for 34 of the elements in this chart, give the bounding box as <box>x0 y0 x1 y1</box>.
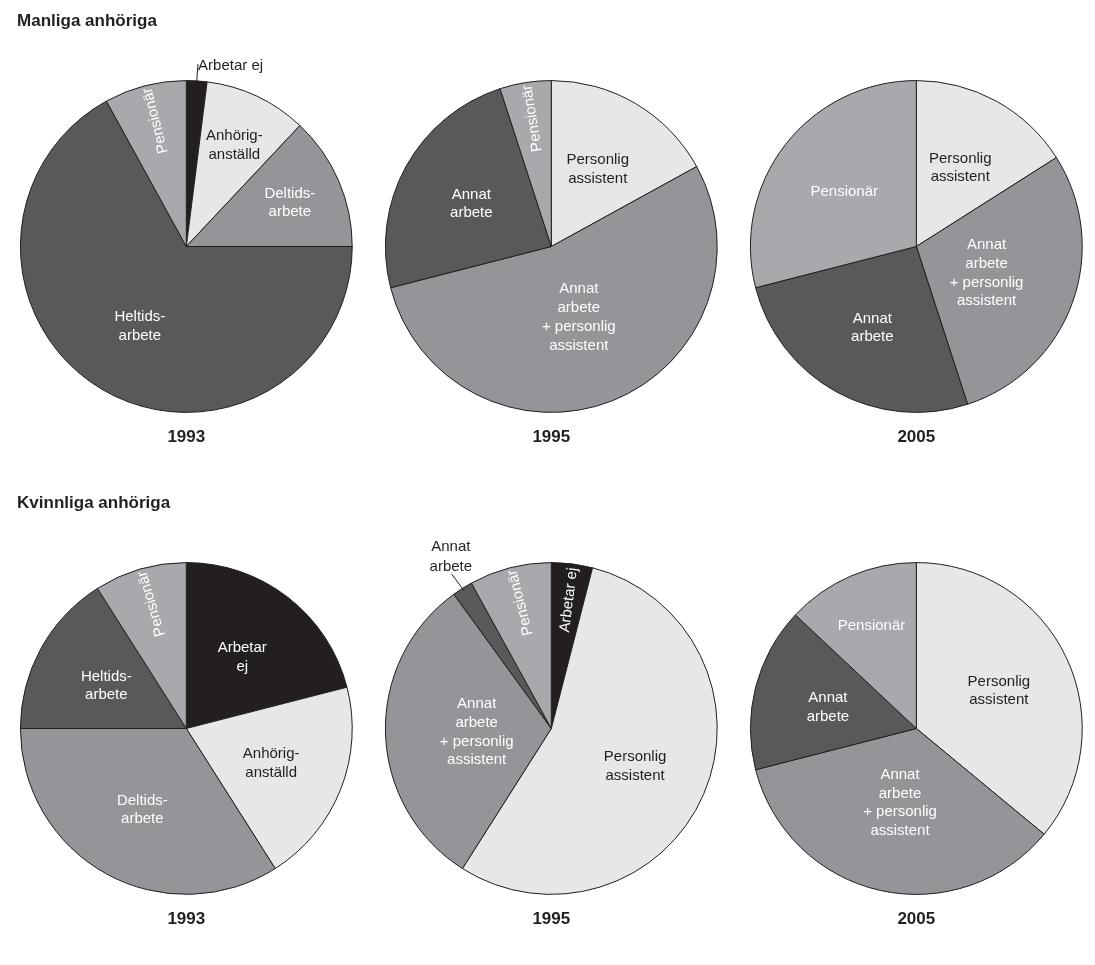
slice-label: Personlig assistent <box>566 149 630 186</box>
slice-label: Arbetar ej <box>198 55 264 73</box>
slice-label: Pensionär <box>837 616 906 634</box>
slice-label: Anhörig- anställd <box>242 744 300 780</box>
slice-label: Annat arbete <box>806 687 850 724</box>
slice-label: Annat arbete <box>851 308 894 345</box>
text: 1995 <box>532 908 571 928</box>
slice-label: Heltids- arbete <box>80 666 132 703</box>
text: 1993 <box>167 426 206 446</box>
text: 2005 <box>897 908 936 928</box>
slice-label: Annat arbete + personlig assistent <box>439 694 514 768</box>
text: 2005 <box>897 426 936 446</box>
slice-label: Personlig assistent <box>603 746 667 783</box>
slice-label: Deltids- arbete <box>116 790 168 827</box>
chart-subtitle: Kvinnliga anhöriga <box>17 492 171 512</box>
slice-label: Annat arbete <box>450 184 493 221</box>
chart-subtitle: Manliga anhöriga <box>17 10 158 30</box>
slice-label: Anhörig- anställd <box>206 126 263 163</box>
slice-label: Annat arbete + personlig assistent <box>541 279 616 353</box>
text: 1993 <box>167 908 206 928</box>
slice-label: Annat arbete + personlig assistent <box>863 764 937 839</box>
slice-label: Personlig assistent <box>967 671 1031 708</box>
slice-label: Deltids- arbete <box>264 183 316 220</box>
slice-label: Pensionär <box>810 181 878 199</box>
slice-label: Pensionär <box>517 83 545 154</box>
slice-label: Personlig assistent <box>929 148 992 185</box>
slice-label: Pensionär <box>137 86 171 156</box>
slice-label: Pensionär <box>502 568 536 638</box>
slice-label: Heltids- arbete <box>114 307 166 344</box>
slice-label: Arbetar ej <box>217 638 267 675</box>
slice-label: Annat arbete + personlig assistent <box>949 235 1024 309</box>
text: 1995 <box>532 426 571 446</box>
slice-label: Annat arbete <box>429 536 473 575</box>
slice-label: Arbetar ej <box>555 566 581 634</box>
